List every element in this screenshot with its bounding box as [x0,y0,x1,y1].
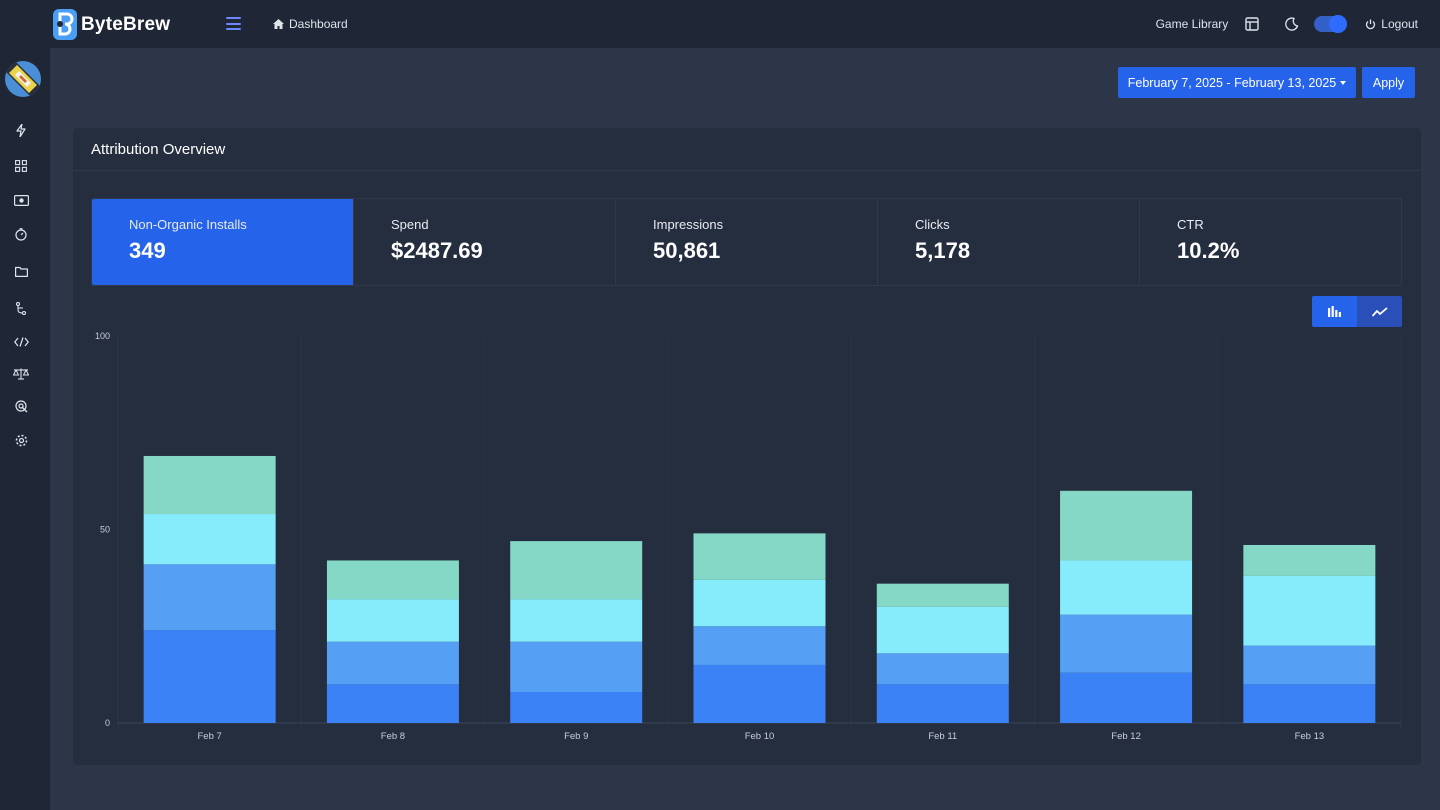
bar-segment [1060,560,1193,615]
settings-icon[interactable] [13,432,29,448]
metric-value: 349 [129,238,166,263]
brand-name: ByteBrew [81,13,171,35]
money-icon[interactable] [13,192,29,208]
line-chart-button[interactable] [1357,296,1402,327]
home-icon [273,19,284,29]
x-tick-label: Feb 8 [381,731,405,742]
scale-icon[interactable] [13,366,29,382]
bar-segment [693,533,826,580]
metric-impressions[interactable]: Impressions 50,861 [616,199,878,285]
theme-toggle[interactable] [1314,15,1348,33]
bar-segment [693,626,826,665]
x-tick-label: Feb 11 [928,731,957,742]
folder-icon[interactable] [13,263,29,279]
date-range-label: February 7, 2025 - February 13, 2025 [1127,75,1337,90]
bar-segment [876,583,1009,607]
logout-label: Logout [1381,17,1418,31]
timer-icon[interactable] [13,226,29,242]
bar-chart-icon [1328,306,1341,317]
bar-segment [326,560,459,600]
metric-label: Non-Organic Installs [129,217,247,232]
bar-segment [693,664,826,723]
hamburger-line [226,28,241,30]
bar-segment [143,564,276,631]
bar-segment [876,606,1009,654]
top-bar: ByteBrew Dashboard Game Library Logout [0,0,1440,48]
breadcrumb-label: Dashboard [289,17,348,31]
bar-segment [1243,575,1376,646]
bar-segment [326,599,459,642]
bar-segment [1060,614,1193,673]
date-range-picker[interactable]: February 7, 2025 - February 13, 2025 [1118,67,1356,98]
brand[interactable]: ByteBrew [53,9,170,40]
moon-icon[interactable] [1284,16,1300,32]
apply-button[interactable]: Apply [1362,67,1415,98]
bar-segment [876,684,1009,723]
x-tick-label: Feb 13 [1295,731,1325,742]
toggle-knob [1329,15,1348,33]
bar-segment [326,641,459,685]
branch-icon[interactable] [13,300,29,316]
metric-value: 50,861 [653,238,721,263]
game-library-link[interactable]: Game Library [1155,17,1229,31]
bar-segment [1243,684,1376,723]
sidebar [0,48,50,810]
hamburger-line [226,22,241,25]
bar-segment [143,455,276,515]
bar-segment [1060,672,1193,723]
x-tick-label: Feb 7 [197,731,221,742]
logout-button[interactable]: Logout [1365,17,1418,31]
hamburger-line [226,17,241,19]
bar-chart-button[interactable] [1312,296,1357,327]
caret-down-icon [1340,80,1347,85]
bar-segment [326,684,459,723]
power-icon [1366,19,1376,29]
y-tick-label: 0 [105,718,110,728]
bar-segment [510,541,643,600]
code-icon[interactable] [13,334,29,350]
x-tick-label: Feb 9 [564,731,588,742]
x-tick-label: Feb 12 [1111,731,1141,742]
card-title: Attribution Overview [73,128,1421,171]
line-chart-icon [1371,306,1388,317]
bar-segment [1243,645,1376,685]
metric-label: Clicks [915,217,950,232]
bar-segment [510,599,643,642]
bar-segment [510,692,643,723]
game-avatar[interactable] [5,61,41,97]
y-tick-label: 100 [95,331,110,341]
target-icon[interactable] [13,398,29,414]
x-tick-label: Feb 10 [745,731,775,742]
bar-segment [510,641,643,693]
metric-label: Impressions [653,217,724,232]
bar-segment [876,653,1009,685]
metric-label: Spend [391,217,429,232]
y-tick-label: 50 [100,525,110,535]
bar-segment [1243,544,1376,576]
metric-clicks[interactable]: Clicks 5,178 [878,199,1140,285]
metrics-row: Non-Organic Installs 349 Spend $2487.69 … [91,198,1402,286]
layout-icon[interactable] [1244,16,1260,32]
bolt-icon[interactable] [13,122,29,138]
metric-non-organic-installs[interactable]: Non-Organic Installs 349 [92,199,354,285]
bar-segment [1060,490,1193,561]
bar-segment [143,514,276,565]
metric-spend[interactable]: Spend $2487.69 [354,199,616,285]
bar-segment [143,630,276,723]
metric-value: 10.2% [1177,238,1240,263]
metric-value: $2487.69 [391,238,483,263]
grid-icon[interactable] [13,158,29,174]
metric-label: CTR [1177,217,1204,232]
bytebrew-logo-icon [53,9,77,40]
menu-toggle-button[interactable] [226,17,241,30]
chart-type-toggle [1312,296,1402,327]
breadcrumb[interactable]: Dashboard [273,17,348,31]
metric-ctr[interactable]: CTR 10.2% [1140,199,1401,285]
bar-segment [693,579,826,627]
metric-value: 5,178 [915,238,971,263]
